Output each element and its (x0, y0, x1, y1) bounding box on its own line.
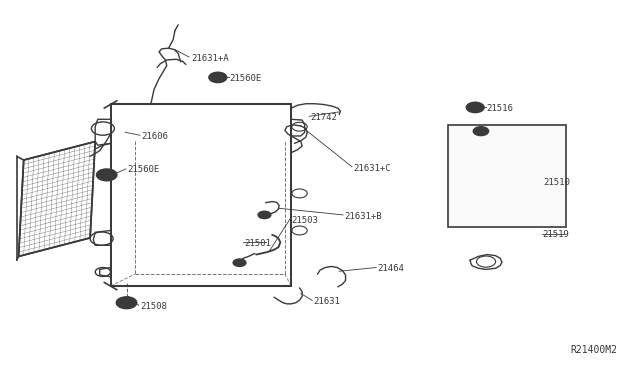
Circle shape (209, 72, 227, 83)
Circle shape (233, 259, 246, 266)
Text: 21631+C: 21631+C (353, 164, 391, 173)
Text: 21560E: 21560E (127, 165, 159, 174)
Text: 21464: 21464 (378, 264, 404, 273)
Text: 21606: 21606 (141, 132, 168, 141)
Text: 21503: 21503 (291, 216, 318, 225)
Text: 21501: 21501 (244, 239, 271, 248)
Circle shape (97, 169, 117, 181)
Text: 21631: 21631 (314, 297, 340, 306)
Text: 21560E: 21560E (229, 74, 262, 83)
Text: 21631+A: 21631+A (191, 54, 228, 62)
Circle shape (116, 297, 137, 309)
Text: 21742: 21742 (310, 113, 337, 122)
Circle shape (467, 102, 484, 113)
Text: 21631+B: 21631+B (344, 212, 382, 221)
Circle shape (473, 127, 488, 136)
Text: 21510: 21510 (543, 178, 570, 187)
Text: 21519: 21519 (542, 230, 569, 240)
Text: 21516: 21516 (486, 104, 513, 113)
Text: R21400M2: R21400M2 (570, 344, 617, 355)
Bar (448, 125, 566, 227)
Text: 21508: 21508 (140, 302, 167, 311)
Circle shape (258, 211, 271, 219)
